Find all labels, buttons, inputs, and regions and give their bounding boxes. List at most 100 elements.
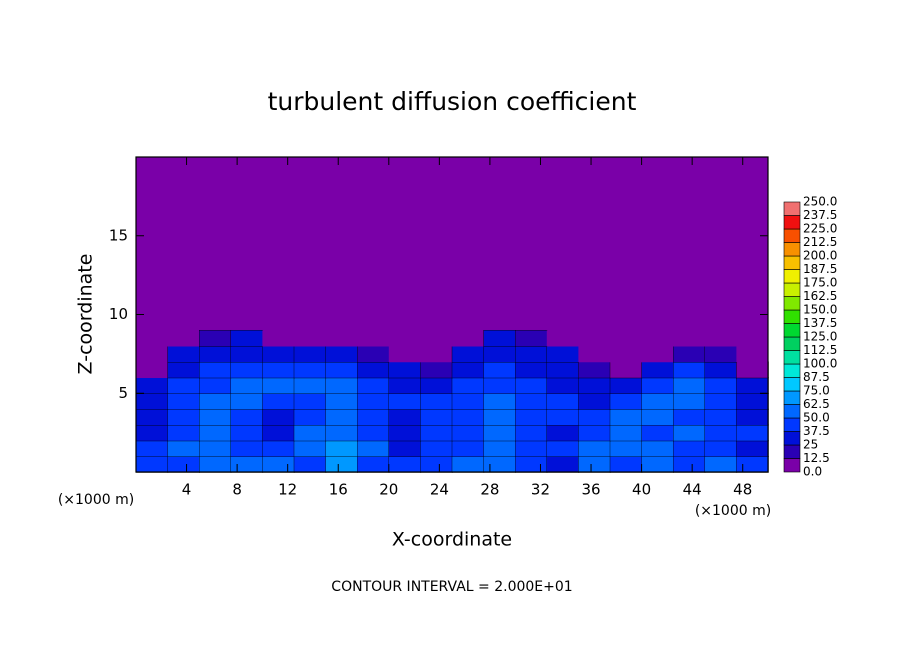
field-cell bbox=[546, 424, 580, 442]
field-cell bbox=[388, 424, 422, 442]
field-cell bbox=[293, 408, 327, 426]
field-cell bbox=[610, 330, 643, 347]
field-cell bbox=[136, 346, 169, 363]
field-cell bbox=[198, 456, 232, 473]
field-cell bbox=[293, 361, 327, 379]
field-cell bbox=[515, 330, 548, 347]
field-cell bbox=[167, 330, 200, 347]
field-cell bbox=[483, 424, 516, 442]
field-cell bbox=[736, 377, 769, 394]
colorbar-swatch bbox=[783, 417, 801, 432]
field-cell bbox=[641, 393, 674, 410]
colorbar-label: 150.0 bbox=[803, 303, 837, 317]
field-cell bbox=[673, 361, 706, 379]
field-cell bbox=[293, 393, 327, 410]
field-cell bbox=[704, 424, 738, 442]
field-cell bbox=[451, 408, 485, 426]
field-cell bbox=[452, 330, 485, 347]
field-cell bbox=[293, 440, 327, 457]
field-cell bbox=[198, 440, 232, 457]
colorbar-swatch bbox=[783, 377, 801, 392]
field-cell bbox=[420, 361, 453, 379]
colorbar-label: 87.5 bbox=[803, 370, 830, 384]
field-cell bbox=[673, 330, 706, 347]
field-cell bbox=[609, 440, 643, 457]
field-cell bbox=[230, 345, 264, 363]
field-cell bbox=[736, 346, 769, 363]
field-cell bbox=[515, 393, 548, 410]
field-cell bbox=[704, 377, 738, 394]
field-cell bbox=[578, 361, 611, 379]
colorbar-swatch bbox=[783, 323, 801, 338]
field-cell bbox=[736, 456, 769, 473]
colorbar-label: 137.5 bbox=[803, 316, 837, 330]
field-cell bbox=[451, 377, 485, 394]
field-cell bbox=[483, 361, 516, 379]
field-cell bbox=[609, 393, 643, 410]
colorbar-swatch bbox=[783, 390, 801, 405]
field-cell bbox=[325, 424, 358, 442]
field-cell bbox=[325, 377, 358, 394]
colorbar-label: 62.5 bbox=[803, 397, 830, 411]
field-cell bbox=[135, 424, 169, 442]
field-cell bbox=[198, 330, 232, 347]
field-cell bbox=[483, 456, 516, 473]
colorbar-label: 187.5 bbox=[803, 262, 837, 276]
field-cell bbox=[420, 346, 453, 363]
field-cell bbox=[135, 456, 169, 473]
x-tick-label: 48 bbox=[733, 481, 752, 499]
field-cell bbox=[262, 440, 295, 457]
colorbar-swatch bbox=[783, 242, 801, 257]
field-cell bbox=[546, 330, 579, 347]
colorbar-swatch bbox=[783, 201, 801, 216]
field-cell bbox=[262, 377, 295, 394]
field-cell bbox=[262, 456, 295, 473]
field-cell bbox=[609, 424, 643, 442]
colorbar-swatch bbox=[783, 296, 801, 311]
x-tick-label: 8 bbox=[232, 481, 242, 499]
field-cell bbox=[609, 456, 643, 473]
field-cell bbox=[357, 393, 390, 410]
x-tick-label: 28 bbox=[480, 481, 499, 499]
field-cell bbox=[262, 408, 295, 426]
field-cell bbox=[673, 408, 706, 426]
field-cell bbox=[515, 345, 548, 363]
colorbar-swatch bbox=[783, 215, 801, 230]
field-cell bbox=[325, 330, 358, 347]
field-cell bbox=[641, 408, 674, 426]
field-cell bbox=[198, 393, 232, 410]
colorbar-swatch bbox=[783, 309, 801, 324]
y-tick-label: 15 bbox=[109, 226, 128, 244]
field-cell bbox=[704, 361, 738, 379]
field-cell bbox=[578, 330, 611, 347]
field-cell bbox=[673, 456, 706, 473]
colorbar-swatch bbox=[783, 269, 801, 284]
field-cell bbox=[578, 424, 611, 442]
y-tick-label: 5 bbox=[118, 384, 128, 402]
field-cell bbox=[230, 456, 264, 473]
field-cell bbox=[736, 424, 769, 442]
colorbar-label: 237.5 bbox=[803, 208, 837, 222]
field-cell bbox=[293, 456, 327, 473]
colorbar-label: 225.0 bbox=[803, 222, 837, 236]
field-cell bbox=[578, 346, 611, 363]
field-cell bbox=[136, 330, 169, 347]
field-cell bbox=[420, 408, 453, 426]
field-cell bbox=[198, 361, 232, 379]
colorbar-swatch bbox=[783, 431, 801, 446]
x-tick-label: 40 bbox=[632, 481, 651, 499]
field-cell bbox=[135, 393, 169, 410]
colorbar-swatch bbox=[783, 350, 801, 365]
field-cell bbox=[610, 346, 643, 363]
field-cell bbox=[167, 408, 200, 426]
field-cell bbox=[230, 393, 264, 410]
field-cell bbox=[357, 440, 390, 457]
colorbar-label: 75.0 bbox=[803, 384, 830, 398]
chart-title: turbulent diffusion coefficient bbox=[268, 87, 637, 116]
field-cell bbox=[420, 424, 453, 442]
colorbar-label: 100.0 bbox=[803, 357, 837, 371]
field-cell bbox=[167, 377, 200, 394]
colorbar-swatch bbox=[783, 282, 801, 297]
colorbar-swatch bbox=[783, 228, 801, 243]
